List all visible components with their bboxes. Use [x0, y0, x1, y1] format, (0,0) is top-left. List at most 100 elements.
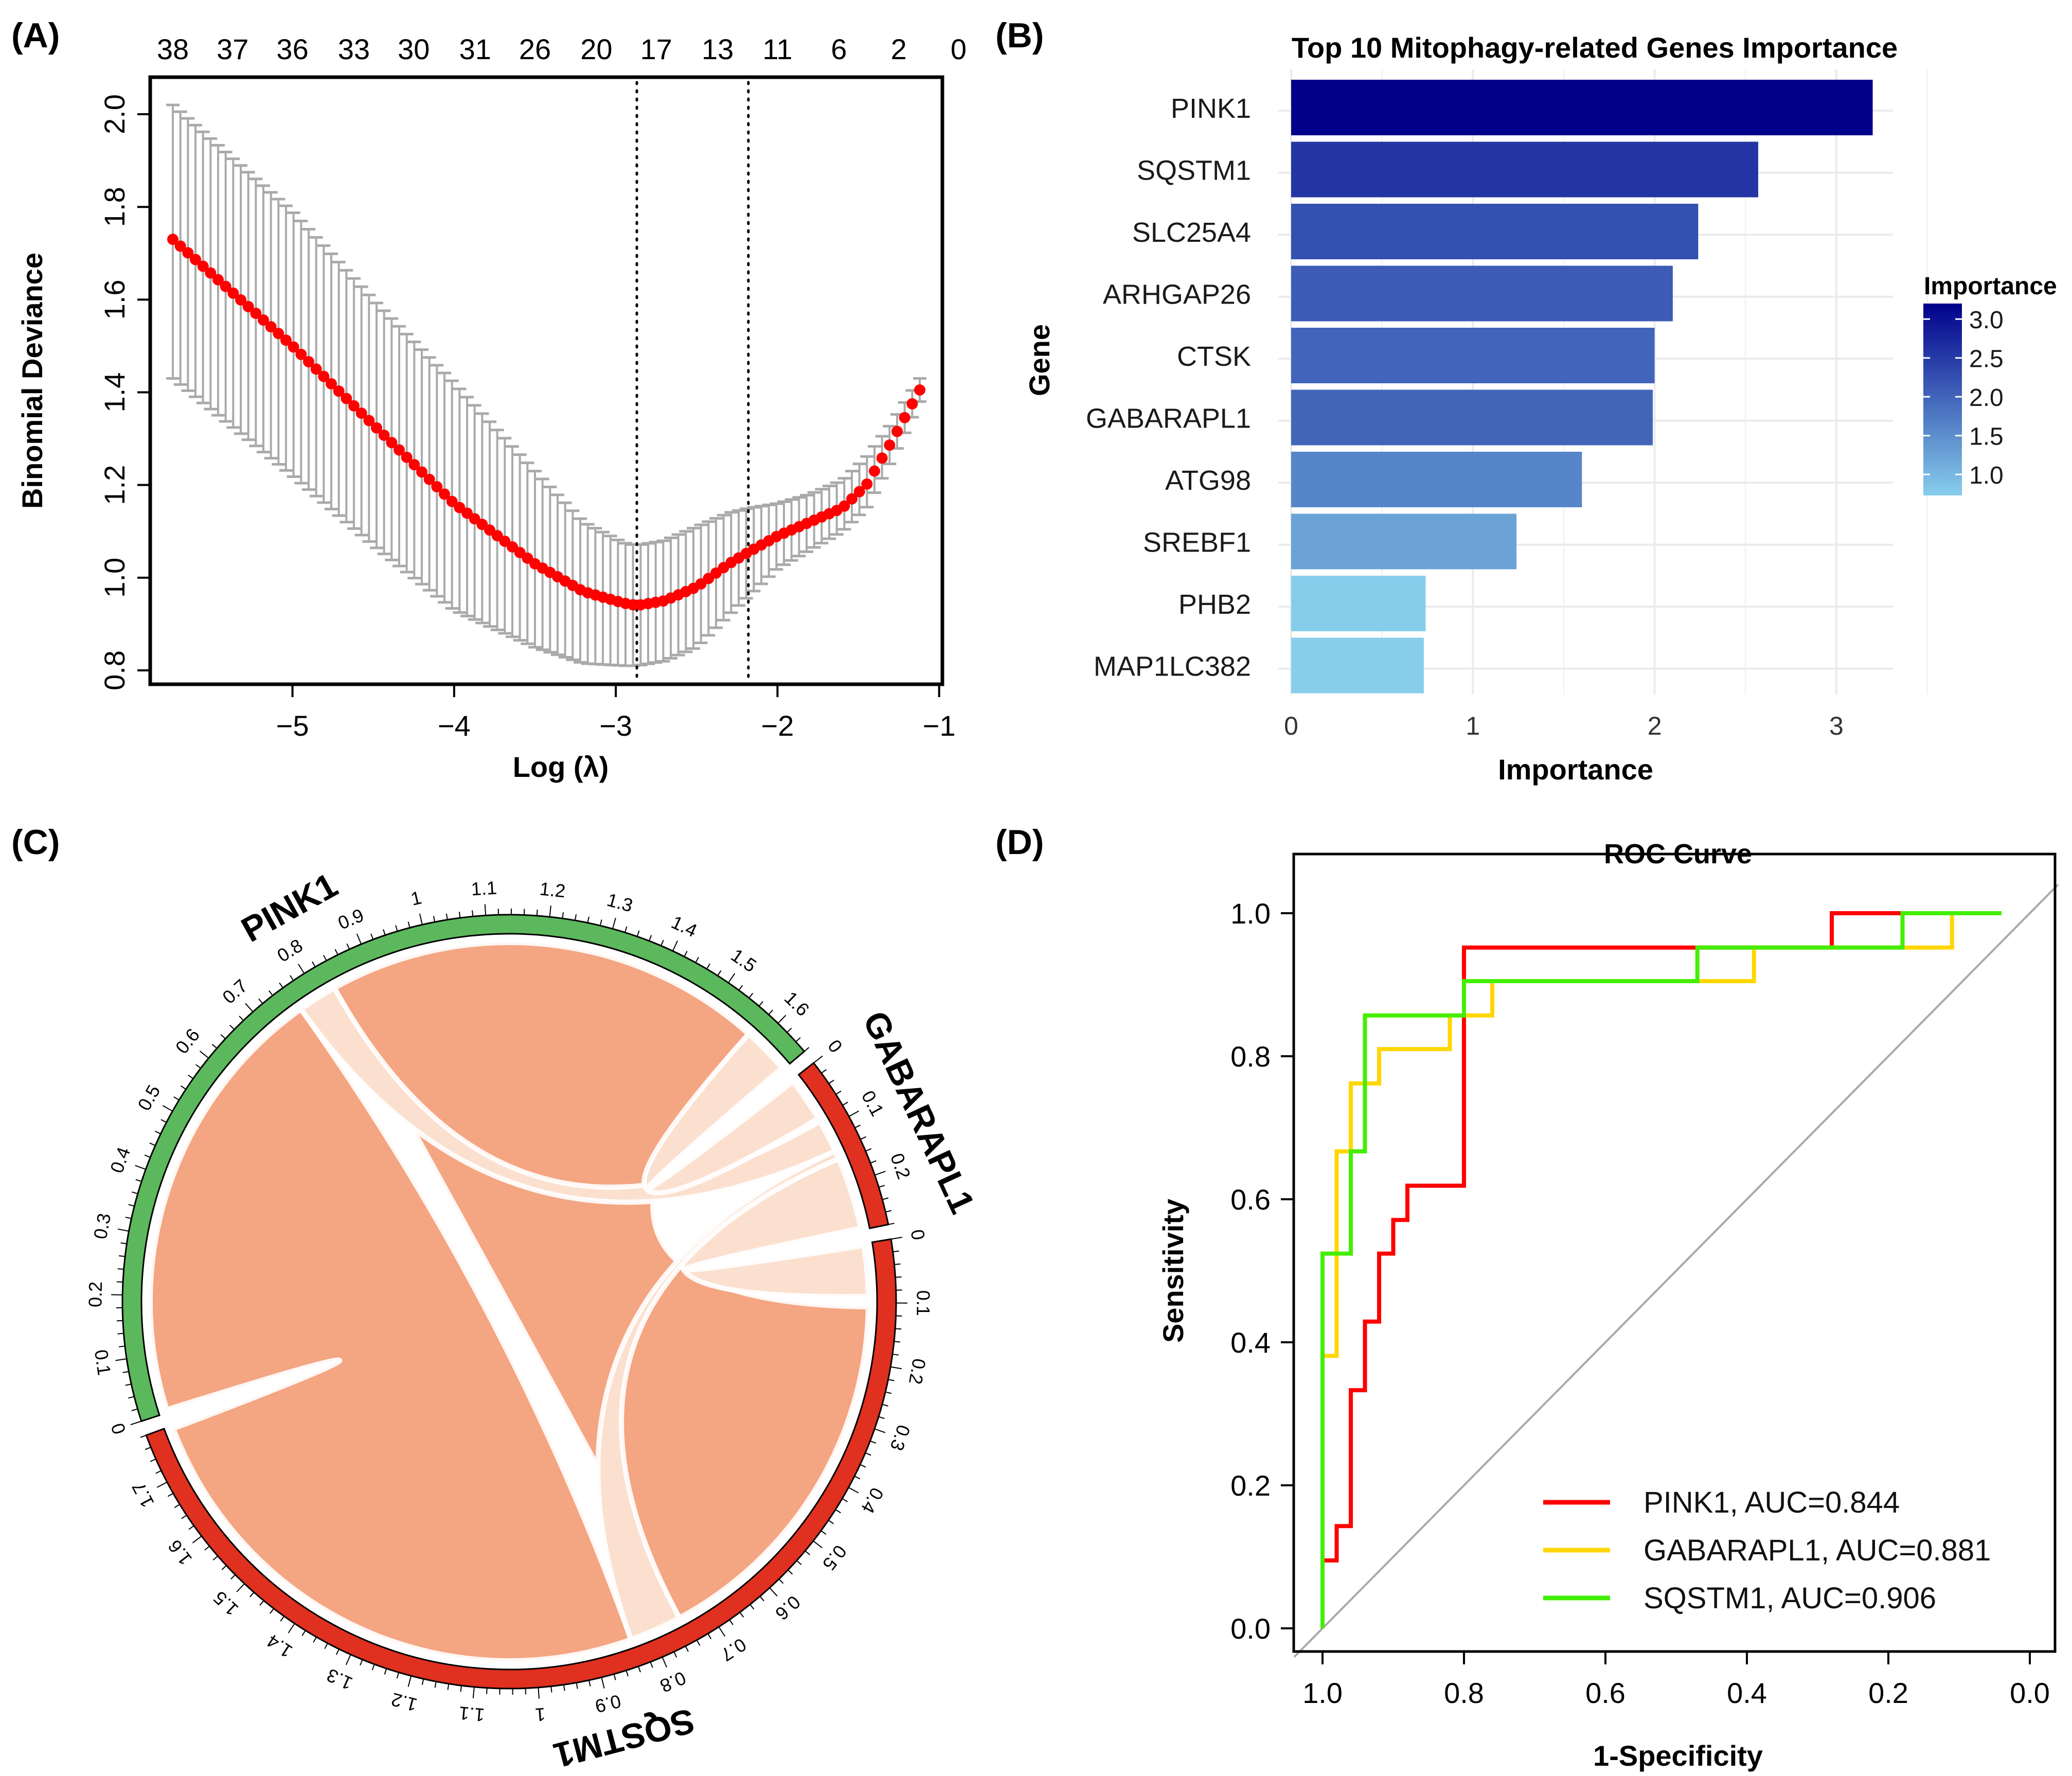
- sector-tick-label: 0.7: [717, 1634, 750, 1666]
- major-tick: [890, 1236, 902, 1240]
- minor-tick: [787, 1027, 792, 1033]
- top-axis-label: 33: [338, 33, 370, 65]
- minor-tick: [588, 1680, 591, 1686]
- deviance-point: [401, 451, 413, 463]
- major-tick: [236, 1583, 245, 1592]
- minor-tick: [128, 1204, 135, 1207]
- minor-tick: [220, 1034, 226, 1039]
- y-axis: PINK1 SQSTM1 SLC25A4 ARHGAP26 CTSK GABARAPL1 A…: [1086, 93, 1251, 682]
- minor-tick: [144, 1155, 151, 1158]
- minor-tick: [748, 992, 754, 999]
- sector-gabarapl1: [797, 1061, 889, 1230]
- minor-tick: [613, 1674, 616, 1680]
- legend-label: PINK1, AUC=0.844: [1644, 1486, 1900, 1519]
- y-tick-label: 0.8: [1230, 1040, 1271, 1073]
- deviance-point: [861, 478, 873, 490]
- deviance-point: [288, 341, 299, 353]
- lambda-lines: [635, 81, 750, 681]
- y-tick-label: 1.4: [98, 372, 131, 413]
- minor-tick: [128, 1396, 135, 1399]
- chord-link-sqstm1-gabarapl1: [595, 1147, 842, 1643]
- bar-pink1: [1291, 80, 1873, 135]
- top-axis-label: 37: [217, 33, 248, 65]
- plot-frame: [1292, 853, 2057, 1653]
- y-axis: 0.0 0.2 0.4 0.6 0.8 1.0: [1230, 897, 1294, 1645]
- minor-tick: [695, 957, 699, 963]
- minor-tick: [636, 930, 640, 937]
- deviance-point: [295, 348, 307, 360]
- y-tick-label: 0.8: [98, 650, 131, 690]
- deviance-point: [423, 473, 435, 485]
- minor-tick: [842, 1498, 848, 1502]
- minor-tick: [211, 1044, 218, 1049]
- deviance-point: [838, 500, 850, 512]
- legend-ticks: 3.0 2.5 2.0 1.5 1.0: [1923, 307, 2004, 489]
- minor-tick: [854, 1124, 861, 1129]
- sector-tick-label: 1.4: [263, 1630, 296, 1662]
- minor-tick: [346, 943, 350, 950]
- y-axis: 0.8 1.0 1.2 1.4 1.6 1.8 2.0: [98, 94, 150, 690]
- sector-tick-label: 0.4: [106, 1144, 135, 1176]
- minor-tick: [120, 1242, 127, 1245]
- minor-tick: [181, 1515, 187, 1519]
- minor-tick: [788, 1569, 793, 1575]
- minor-tick: [894, 1341, 901, 1343]
- minor-tick: [229, 1024, 235, 1030]
- major-tick: [777, 1015, 787, 1024]
- minor-tick: [258, 998, 263, 1004]
- minor-tick: [739, 1612, 744, 1618]
- minor-tick: [892, 1354, 899, 1356]
- sector-tick-label: 0.9: [593, 1691, 623, 1717]
- minor-tick: [729, 1619, 734, 1625]
- chord-link-pink1-sqstm1: [331, 940, 871, 1622]
- minor-tick: [421, 1679, 424, 1685]
- minor-tick: [835, 1090, 842, 1095]
- major-tick: [728, 973, 736, 983]
- deviance-point: [303, 356, 314, 368]
- sector-tick-label: 0.6: [171, 1024, 204, 1058]
- minor-tick: [149, 1142, 156, 1146]
- top-axis-label: 31: [459, 33, 491, 65]
- category-label: SREBF1: [1143, 527, 1251, 558]
- y-tick-label: 0.4: [1230, 1326, 1271, 1359]
- major-tick: [156, 1481, 168, 1488]
- top-axis-label: 17: [640, 33, 672, 65]
- deviance-point: [408, 459, 420, 471]
- y-tick-label: 1.0: [1230, 897, 1271, 930]
- minor-tick: [795, 1037, 801, 1042]
- minor-tick: [280, 1615, 285, 1622]
- panel-label-c: (C): [11, 823, 60, 862]
- major-tick: [297, 964, 305, 974]
- sector-tick-label: 0.4: [857, 1484, 888, 1517]
- bar-atg98: [1291, 452, 1582, 507]
- minor-tick: [673, 1651, 677, 1658]
- top-axis-label: 30: [398, 33, 430, 65]
- minor-tick: [155, 1470, 162, 1474]
- minor-tick: [180, 1085, 187, 1090]
- sector-tick-label: 1.2: [389, 1689, 419, 1715]
- sector-tick-label: 0.8: [273, 935, 306, 966]
- bar-map1lc382: [1291, 637, 1424, 694]
- major-tick: [407, 1676, 412, 1687]
- deviance-point: [190, 254, 201, 265]
- sector-sqstm1: [145, 1238, 897, 1690]
- minor-tick: [842, 1102, 848, 1106]
- sector-tick-label: 0.2: [905, 1357, 930, 1386]
- y-tick-label: 1.6: [98, 279, 131, 319]
- minor-tick: [204, 1546, 210, 1551]
- minor-tick: [638, 1666, 641, 1673]
- x-tick-label: 3: [1829, 712, 1844, 740]
- minor-tick: [396, 1672, 400, 1679]
- minor-tick: [882, 1404, 888, 1407]
- sector-tick-label: 1.4: [668, 911, 701, 941]
- minor-tick: [576, 1682, 578, 1689]
- roc-line-sqstm1: [1320, 911, 2002, 1628]
- major-tick: [472, 1686, 475, 1698]
- minor-tick: [820, 1530, 827, 1535]
- bars: [1291, 80, 1873, 694]
- minor-tick: [717, 970, 722, 976]
- minor-tick: [135, 1179, 142, 1182]
- panel-label-d: (D): [995, 823, 1044, 862]
- minor-tick: [125, 1216, 132, 1219]
- major-tick: [115, 1358, 127, 1361]
